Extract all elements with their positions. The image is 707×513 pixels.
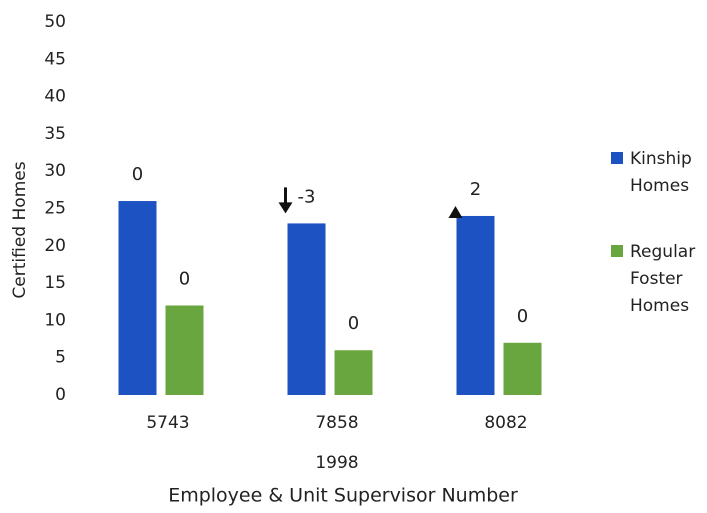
up-arrow-head <box>448 205 463 218</box>
change-label: 0 <box>179 268 190 289</box>
change-label: 0 <box>348 313 359 334</box>
y-tick-label: 10 <box>44 310 66 330</box>
bar <box>165 305 204 395</box>
legend-swatch <box>611 245 623 257</box>
change-label: 0 <box>517 306 528 327</box>
bar <box>456 215 495 395</box>
y-tick-label: 40 <box>44 87 66 107</box>
y-tick-label: 50 <box>44 12 66 32</box>
bar <box>334 350 373 395</box>
y-tick-label: 30 <box>44 161 66 181</box>
y-tick-label: 25 <box>44 199 66 219</box>
down-arrow-head <box>278 202 293 214</box>
y-tick-label: 15 <box>44 273 66 293</box>
x-tick-label: 7858 <box>315 413 358 433</box>
y-tick-label: 35 <box>44 124 66 144</box>
x-axis-label: Employee & Unit Supervisor Number <box>168 485 518 507</box>
bar <box>503 342 542 395</box>
x-tick-label: 8082 <box>484 413 527 433</box>
x-tick-label: 5743 <box>146 413 189 433</box>
change-label: 2 <box>470 179 481 200</box>
y-tick-label: 45 <box>44 49 66 69</box>
bar <box>287 223 326 395</box>
legend-label: Kinship Homes <box>630 149 692 196</box>
bar <box>118 201 157 395</box>
change-label: 0 <box>132 164 143 185</box>
legend-swatch <box>611 152 623 164</box>
y-tick-label: 0 <box>55 385 66 405</box>
y-axis-label: Certified Homes <box>10 161 30 298</box>
y-tick-label: 5 <box>55 348 66 368</box>
y-tick-label: 20 <box>44 236 66 256</box>
x-group-label: 1998 <box>315 453 358 473</box>
legend-label: Regular Foster Homes <box>630 242 696 316</box>
change-label: -3 <box>298 186 316 207</box>
